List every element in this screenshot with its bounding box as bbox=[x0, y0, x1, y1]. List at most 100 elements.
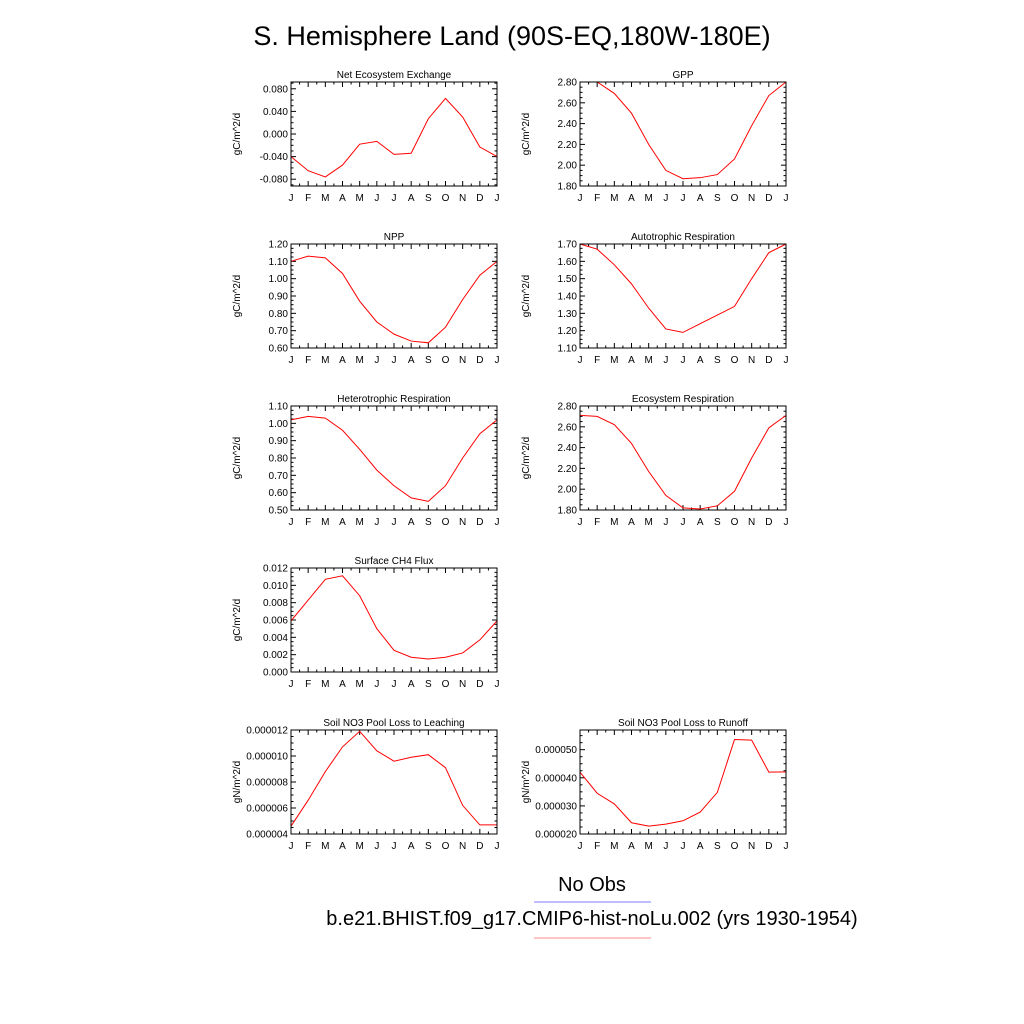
y-tick-label: 1.80 bbox=[558, 506, 578, 517]
x-tick-label: J bbox=[578, 355, 583, 366]
x-tick-label: F bbox=[305, 679, 311, 690]
x-tick-label: F bbox=[305, 517, 311, 528]
x-tick-label: A bbox=[408, 517, 415, 528]
x-tick-label: J bbox=[392, 517, 397, 528]
plot-frame bbox=[579, 405, 787, 511]
y-tick-label: 1.80 bbox=[558, 182, 578, 193]
y-axis-label: gC/m^2/d bbox=[232, 113, 243, 156]
x-tick-label: D bbox=[476, 841, 483, 852]
plot-frame bbox=[290, 81, 498, 187]
x-tick-label: J bbox=[289, 517, 294, 528]
y-tick-label: 0.90 bbox=[269, 292, 289, 303]
y-tick-label: 0.000012 bbox=[246, 726, 288, 737]
y-tick-label: -0.040 bbox=[260, 152, 289, 163]
legend: No Obs b.e21.BHIST.f09_g17.CMIP6-hist-no… bbox=[326, 874, 858, 939]
plot-frame bbox=[290, 729, 498, 835]
legend-label-model: b.e21.BHIST.f09_g17.CMIP6-hist-noLu.002 … bbox=[326, 908, 857, 930]
series-line bbox=[580, 81, 787, 180]
y-tick-label: 0.50 bbox=[269, 506, 289, 517]
y-tick-label: 0.006 bbox=[263, 616, 288, 627]
y-tick-label: 0.040 bbox=[263, 107, 288, 118]
x-tick-label: J bbox=[289, 679, 294, 690]
x-tick-label: M bbox=[321, 193, 329, 204]
y-tick-label: 0.012 bbox=[263, 564, 288, 575]
x-tick-label: M bbox=[644, 193, 652, 204]
y-tick-label: 2.20 bbox=[558, 140, 578, 151]
x-tick-label: S bbox=[714, 355, 721, 366]
x-tick-label: J bbox=[495, 841, 500, 852]
x-tick-label: S bbox=[425, 517, 432, 528]
x-tick-label: A bbox=[697, 355, 704, 366]
x-tick-label: A bbox=[628, 355, 635, 366]
x-tick-label: J bbox=[578, 193, 583, 204]
y-tick-label: 0.000050 bbox=[535, 745, 577, 756]
y-tick-label: 1.30 bbox=[558, 309, 578, 320]
x-tick-label: J bbox=[578, 841, 583, 852]
y-tick-label: 0.60 bbox=[269, 344, 289, 355]
x-tick-label: F bbox=[594, 193, 600, 204]
x-tick-label: N bbox=[459, 193, 466, 204]
y-tick-label: 0.080 bbox=[263, 84, 288, 95]
x-tick-label: A bbox=[339, 517, 346, 528]
y-tick-label: 1.50 bbox=[558, 274, 578, 285]
y-tick-label: 0.000020 bbox=[535, 830, 577, 841]
x-tick-label: J bbox=[392, 679, 397, 690]
y-tick-label: 2.60 bbox=[558, 98, 578, 109]
x-tick-label: F bbox=[594, 841, 600, 852]
x-tick-label: A bbox=[339, 841, 346, 852]
x-tick-label: D bbox=[765, 841, 772, 852]
x-tick-label: F bbox=[305, 355, 311, 366]
series-line bbox=[579, 414, 787, 510]
y-tick-label: 0.80 bbox=[269, 454, 289, 465]
x-tick-label: M bbox=[610, 193, 618, 204]
x-tick-label: M bbox=[355, 679, 363, 690]
x-tick-label: J bbox=[784, 355, 789, 366]
x-tick-label: J bbox=[663, 193, 668, 204]
x-tick-label: M bbox=[321, 517, 329, 528]
x-tick-label: J bbox=[392, 193, 397, 204]
plot-frame bbox=[290, 567, 498, 673]
series-line bbox=[290, 255, 498, 344]
y-tick-label: 2.40 bbox=[558, 443, 578, 454]
panel-title: Soil NO3 Pool Loss to Leaching bbox=[323, 718, 464, 729]
x-tick-label: A bbox=[697, 193, 704, 204]
x-tick-label: O bbox=[731, 841, 739, 852]
y-axis-label: gC/m^2/d bbox=[232, 599, 243, 642]
y-tick-label: 1.00 bbox=[269, 419, 289, 430]
x-tick-label: O bbox=[731, 355, 739, 366]
y-tick-label: 0.010 bbox=[263, 581, 288, 592]
y-axis-label: gC/m^2/d bbox=[521, 437, 532, 480]
x-tick-label: A bbox=[408, 679, 415, 690]
x-tick-label: A bbox=[628, 193, 635, 204]
plot-frame bbox=[579, 243, 787, 349]
x-tick-label: J bbox=[784, 517, 789, 528]
y-tick-label: 2.20 bbox=[558, 464, 578, 475]
x-tick-label: A bbox=[339, 193, 346, 204]
y-tick-label: 0.000 bbox=[263, 668, 288, 679]
x-tick-label: S bbox=[714, 517, 721, 528]
x-tick-label: J bbox=[663, 841, 668, 852]
y-axis-label: gC/m^2/d bbox=[232, 437, 243, 480]
y-tick-label: 0.60 bbox=[269, 488, 289, 499]
x-tick-label: S bbox=[425, 841, 432, 852]
x-tick-label: M bbox=[355, 517, 363, 528]
x-tick-label: N bbox=[748, 193, 755, 204]
x-tick-label: N bbox=[748, 517, 755, 528]
x-tick-label: J bbox=[374, 517, 379, 528]
x-tick-label: M bbox=[321, 679, 329, 690]
x-tick-label: D bbox=[476, 193, 483, 204]
y-tick-label: 2.00 bbox=[558, 485, 578, 496]
panel-title: Ecosystem Respiration bbox=[632, 394, 734, 405]
x-tick-label: N bbox=[459, 679, 466, 690]
x-tick-label: F bbox=[594, 517, 600, 528]
x-tick-label: M bbox=[610, 355, 618, 366]
y-tick-label: 2.00 bbox=[558, 161, 578, 172]
x-tick-label: J bbox=[495, 193, 500, 204]
y-tick-label: 1.10 bbox=[269, 402, 289, 413]
y-tick-label: 1.10 bbox=[558, 344, 578, 355]
